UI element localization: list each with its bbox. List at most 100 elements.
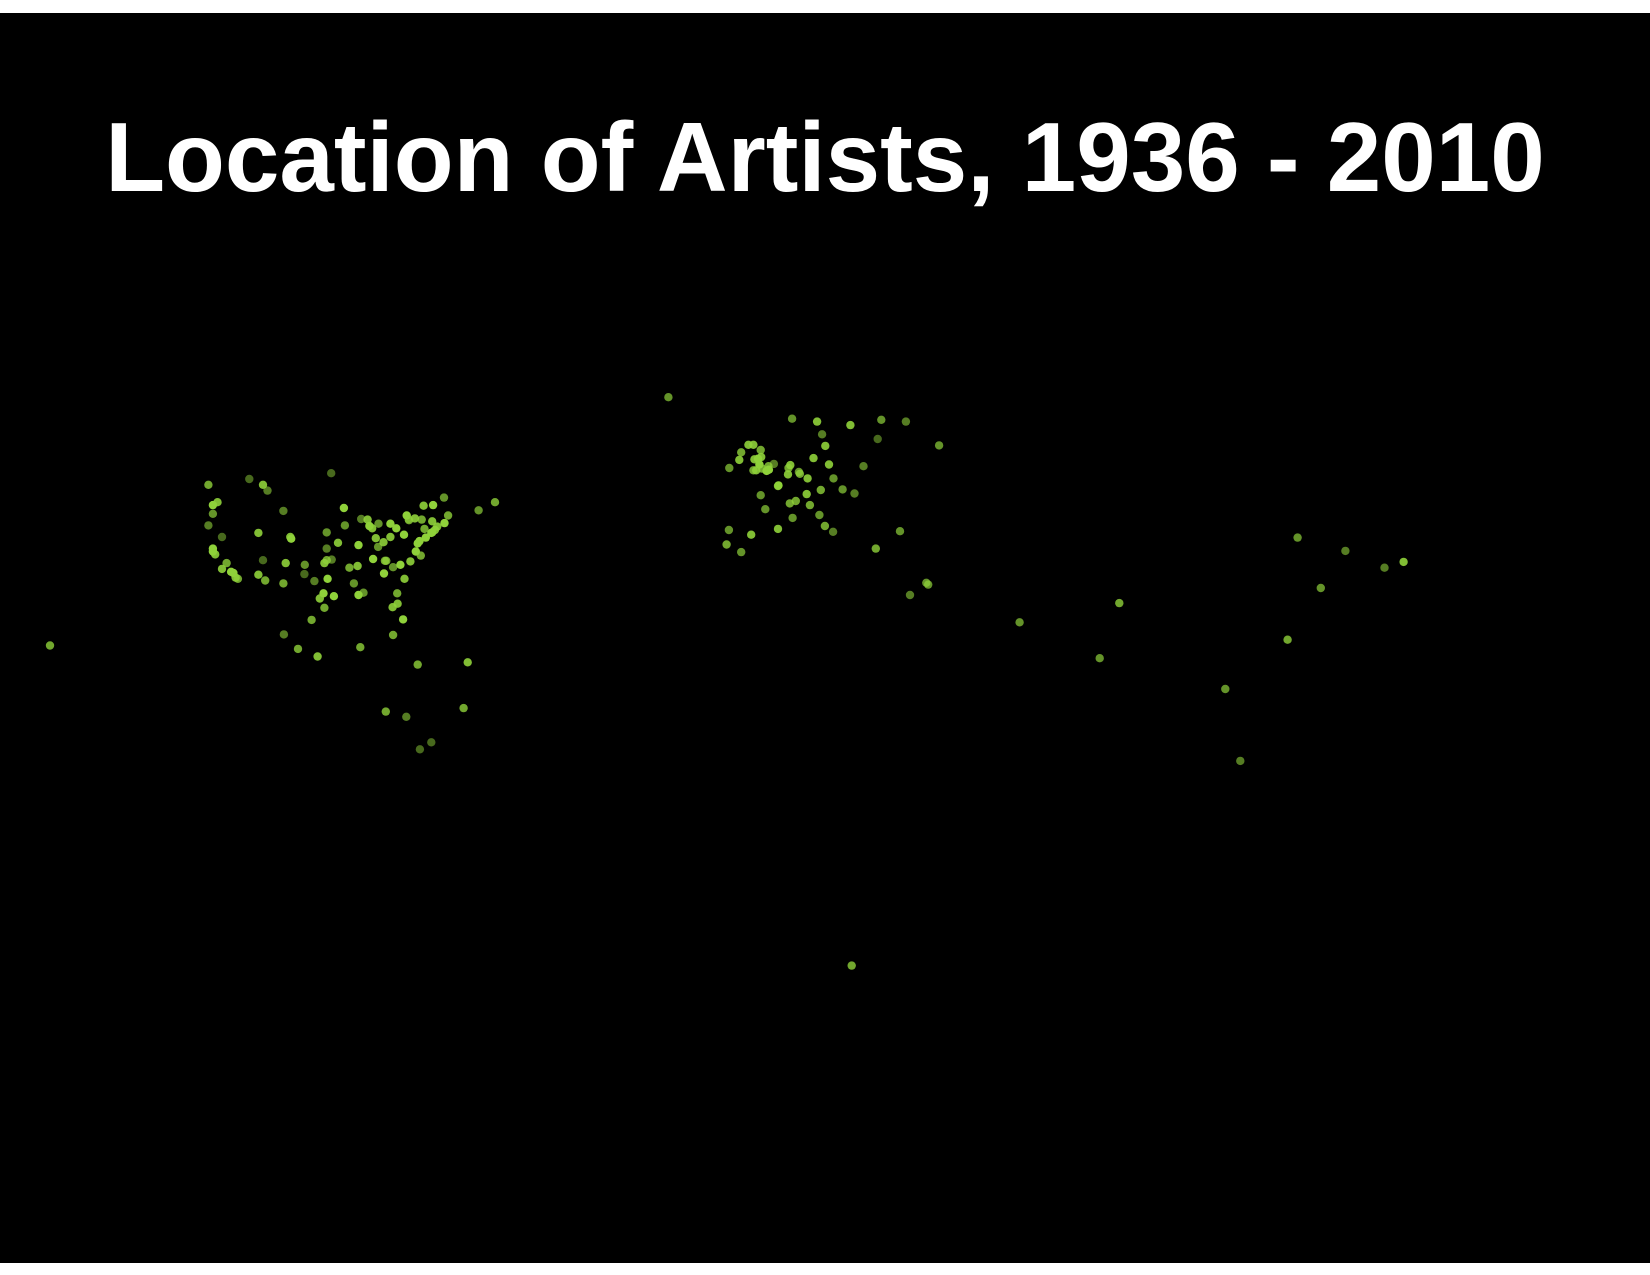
- artist-location-dot: [824, 460, 834, 469]
- artist-location-dot: [386, 519, 395, 528]
- artist-location-dot: [415, 536, 424, 546]
- artist-location-dot: [1341, 546, 1350, 556]
- map-stage: Location of Artists, 1936 - 2010: [0, 13, 1650, 1263]
- artist-location-dot: [402, 712, 411, 721]
- artist-location-dot: [459, 703, 468, 713]
- artist-location-dot: [1399, 557, 1408, 567]
- artist-location-dot: [392, 524, 401, 533]
- artist-location-dot: [905, 590, 915, 600]
- artist-location-dot: [1221, 684, 1230, 694]
- artist-location-dot: [785, 499, 794, 508]
- artist-location-dot: [313, 652, 322, 661]
- artist-location-dot: [744, 440, 753, 449]
- artist-location-dot: [850, 489, 859, 498]
- artist-location-dot: [773, 481, 783, 491]
- artist-location-dot: [934, 441, 944, 450]
- artist-location-dot: [340, 521, 350, 530]
- artist-location-dot: [749, 466, 758, 475]
- artist-location-dot: [345, 563, 354, 572]
- artist-location-dot: [809, 453, 818, 463]
- artist-location-dot: [398, 615, 408, 624]
- artist-location-dot: [258, 480, 268, 489]
- artist-location-dot: [846, 420, 855, 430]
- artist-location-dot: [433, 522, 442, 531]
- artist-location-dot: [363, 515, 372, 524]
- artist-location-dot: [45, 641, 55, 650]
- artist-location-dot: [379, 538, 388, 547]
- artist-location-dot: [245, 474, 254, 484]
- artist-location-dot: [664, 393, 673, 402]
- artist-location-dot: [320, 558, 329, 568]
- artist-location-dot: [415, 745, 425, 754]
- artist-location-dot: [381, 707, 390, 716]
- artist-location-dot: [254, 528, 263, 538]
- artist-location-dot: [757, 452, 766, 462]
- artist-location-dot: [204, 521, 213, 530]
- artist-location-dot: [1380, 563, 1389, 572]
- artist-location-dot: [339, 503, 349, 513]
- artist-location-dot: [388, 563, 398, 572]
- artist-location-dot: [747, 530, 756, 539]
- artist-location-dot: [279, 506, 288, 516]
- artist-location-dot: [307, 615, 316, 625]
- map-title: Location of Artists, 1936 - 2010: [105, 102, 1545, 212]
- artist-location-dot: [828, 527, 838, 536]
- artist-location-dot: [1293, 533, 1302, 542]
- artist-location-dot: [735, 455, 744, 465]
- artist-location-dot: [386, 532, 395, 542]
- artist-location-dot: [217, 564, 227, 574]
- artist-location-dot: [404, 514, 413, 524]
- artist-location-dot: [877, 415, 886, 424]
- artist-location-dot: [815, 510, 824, 520]
- artist-location-dot: [393, 599, 402, 608]
- artist-location-dot: [474, 506, 483, 515]
- artist-location-dot: [756, 491, 765, 500]
- artist-location-dot: [428, 517, 437, 526]
- artist-location-dot: [829, 474, 838, 483]
- artist-location-dot: [761, 505, 770, 514]
- artist-location-dot: [413, 660, 422, 669]
- artist-location-dot: [859, 462, 868, 471]
- artist-location-dot: [373, 542, 383, 552]
- artist-location-dot: [233, 574, 243, 583]
- artist-location-dot: [788, 513, 797, 523]
- artist-location-dot: [211, 550, 220, 559]
- artist-location-dot: [802, 489, 811, 499]
- artist-location-dot: [356, 643, 365, 652]
- artist-location-dot: [287, 534, 296, 543]
- artist-location-dot: [368, 524, 377, 533]
- artist-location-dot: [368, 554, 378, 564]
- artist-location-dot: [300, 560, 309, 569]
- artist-location-dot: [261, 576, 270, 585]
- artist-location-dot: [263, 486, 272, 495]
- artist-location-dot: [821, 441, 830, 451]
- artist-location-dot: [359, 588, 368, 597]
- artist-location-dot: [399, 530, 409, 539]
- artist-location-dot: [440, 518, 449, 528]
- artist-location-dot: [388, 630, 398, 640]
- artist-location-dot: [320, 603, 329, 612]
- artist-location-dot: [329, 592, 339, 601]
- artist-location-dot: [847, 961, 856, 970]
- artist-location-dot: [787, 414, 797, 423]
- artist-location-dot: [379, 569, 389, 578]
- artist-location-dot: [803, 474, 812, 483]
- artist-location-dot: [327, 469, 336, 478]
- artist-location-dot: [757, 464, 767, 473]
- artist-location-dot: [817, 430, 827, 439]
- artist-location-dot: [901, 417, 911, 426]
- artist-location-dot: [421, 533, 430, 542]
- artist-location-dot: [1316, 583, 1326, 593]
- artist-location-dot: [812, 417, 822, 426]
- artist-location-dot: [354, 540, 363, 550]
- artist-location-dot: [724, 525, 734, 535]
- artist-location-dot: [222, 558, 231, 568]
- artist-location-dot: [490, 498, 500, 507]
- artist-location-dot: [374, 519, 383, 528]
- artist-location-dot: [315, 594, 324, 603]
- artist-location-map: [45, 393, 1408, 970]
- artist-location-dot: [419, 501, 428, 510]
- artist-location-dot: [204, 480, 213, 489]
- artist-location-dot: [769, 459, 779, 469]
- artist-location-dot: [417, 515, 426, 524]
